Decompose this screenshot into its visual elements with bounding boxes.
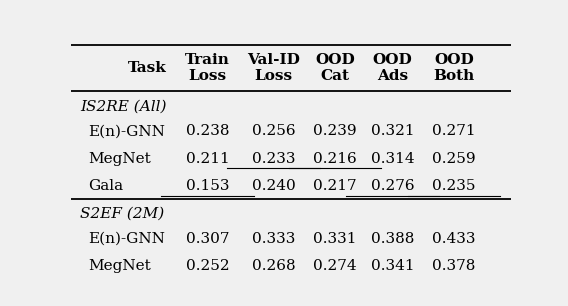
Text: E(n)-GNN: E(n)-GNN: [89, 232, 165, 245]
Text: 0.388: 0.388: [371, 232, 414, 245]
Text: 0.239: 0.239: [314, 125, 357, 138]
Text: 0.211: 0.211: [186, 151, 229, 166]
Text: 0.341: 0.341: [370, 259, 414, 273]
Text: 0.216: 0.216: [313, 151, 357, 166]
Text: S2EF (2M): S2EF (2M): [80, 207, 164, 221]
Text: MegNet: MegNet: [89, 259, 151, 273]
Text: Val-ID
Loss: Val-ID Loss: [247, 53, 300, 83]
Text: 0.274: 0.274: [314, 259, 357, 273]
Text: 0.307: 0.307: [186, 232, 229, 245]
Text: 0.321: 0.321: [370, 125, 414, 138]
Text: 0.217: 0.217: [314, 179, 357, 193]
Text: 0.276: 0.276: [370, 179, 414, 193]
Text: 0.252: 0.252: [186, 259, 229, 273]
Text: 0.233: 0.233: [252, 151, 295, 166]
Text: Gala: Gala: [89, 179, 124, 193]
Text: OOD
Ads: OOD Ads: [373, 53, 412, 83]
Text: 0.331: 0.331: [314, 232, 357, 245]
Text: 0.235: 0.235: [432, 179, 476, 193]
Text: 0.314: 0.314: [370, 151, 414, 166]
Text: Train
Loss: Train Loss: [185, 53, 230, 83]
Text: Task: Task: [128, 61, 167, 75]
Text: 0.259: 0.259: [432, 151, 476, 166]
Text: 0.333: 0.333: [252, 232, 295, 245]
Text: 0.378: 0.378: [432, 259, 475, 273]
Text: MegNet: MegNet: [89, 151, 151, 166]
Text: 0.271: 0.271: [432, 125, 476, 138]
Text: 0.268: 0.268: [252, 259, 295, 273]
Text: 0.153: 0.153: [186, 179, 229, 193]
Text: E(n)-GNN: E(n)-GNN: [89, 125, 165, 138]
Text: OOD
Cat: OOD Cat: [315, 53, 355, 83]
Text: 0.256: 0.256: [252, 125, 295, 138]
Text: 0.433: 0.433: [432, 232, 476, 245]
Text: IS2RE (All): IS2RE (All): [80, 100, 166, 114]
Text: 0.238: 0.238: [186, 125, 229, 138]
Text: OOD
Both: OOD Both: [433, 53, 475, 83]
Text: 0.240: 0.240: [252, 179, 295, 193]
